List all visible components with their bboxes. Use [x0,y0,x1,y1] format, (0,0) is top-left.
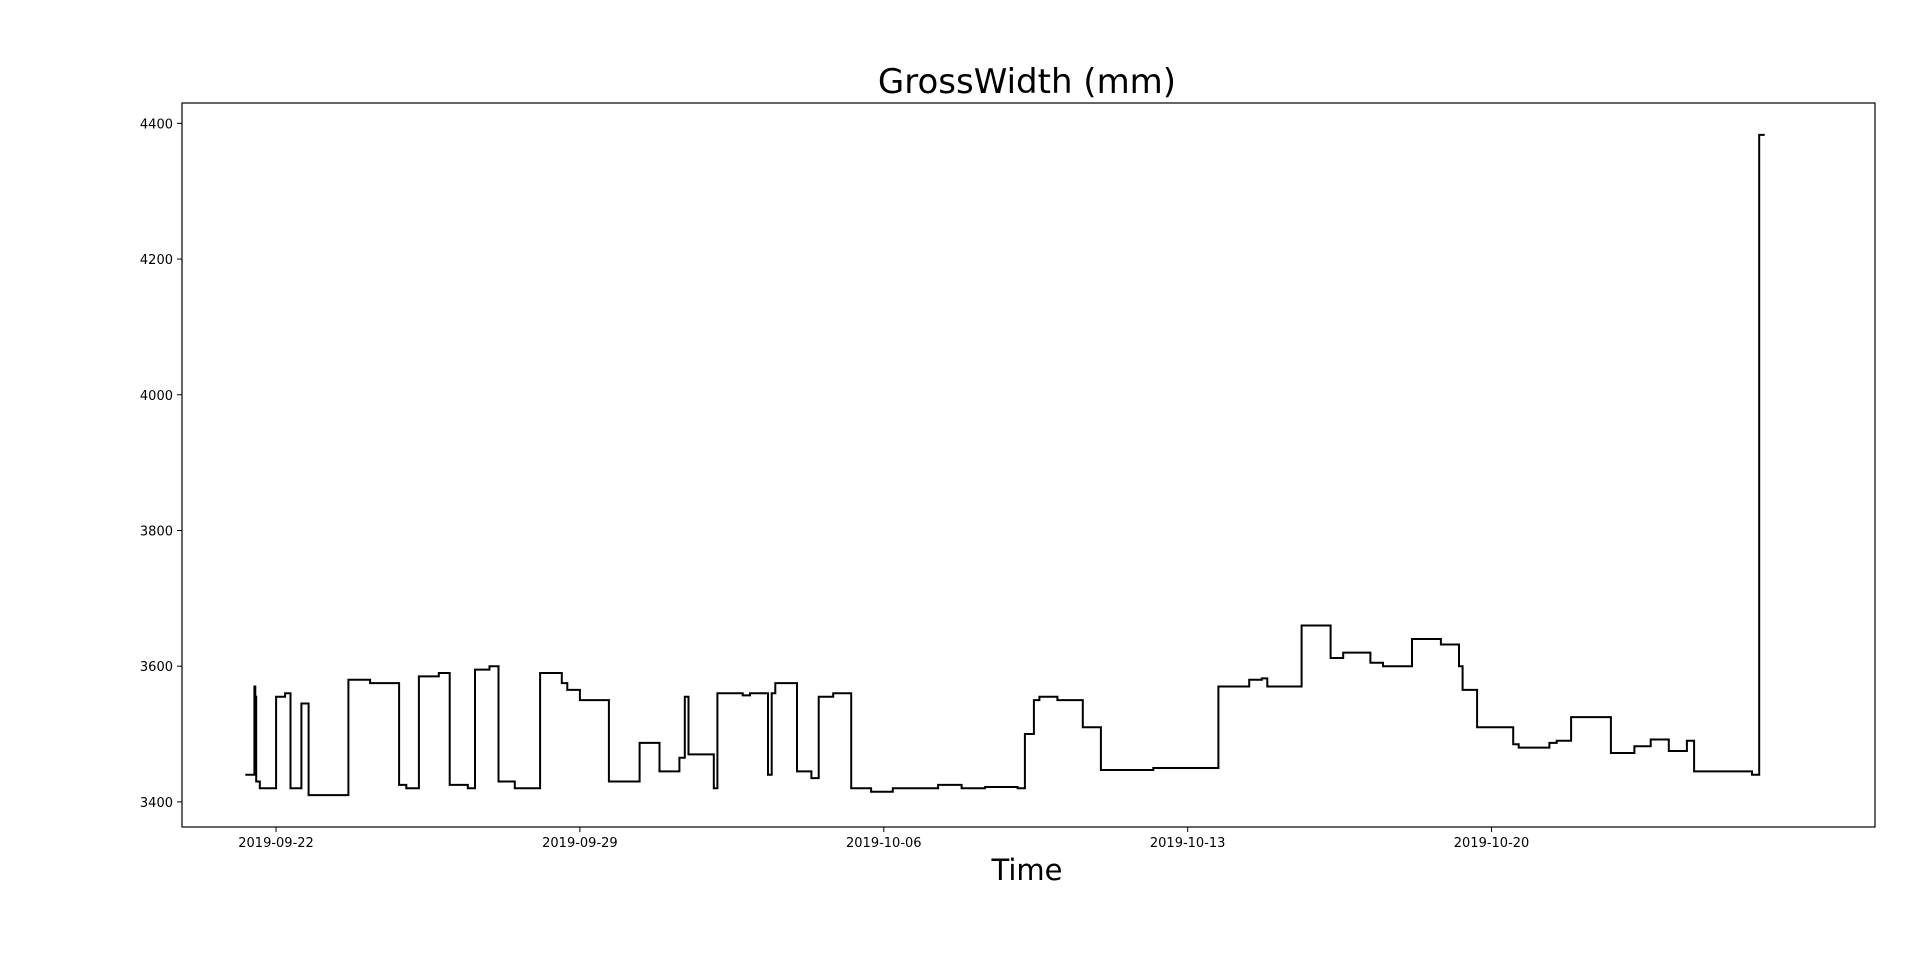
x-axis: 2019-09-22 2019-09-29 2019-10-06 2019-10-13… [238,827,1529,851]
y-tick-label: 4400 [140,117,173,132]
x-tick-label: 2019-10-20 [1454,836,1530,851]
y-axis: 3400 3600 3800 4000 4200 4400 [140,117,182,811]
plot-area-frame [181,102,1876,828]
y-tick-label: 3400 [140,796,173,811]
chart-title: GrossWidth (mm) [878,62,1176,102]
plot-layer [245,133,1765,797]
series-line [245,133,1765,797]
y-tick-label: 4200 [140,253,173,268]
x-tick-label: 2019-09-22 [238,836,314,851]
y-tick-label: 4000 [140,389,173,404]
x-tick-label: 2019-10-06 [846,836,922,851]
x-tick-label: 2019-10-13 [1150,836,1226,851]
y-tick-label: 3600 [140,660,173,675]
x-axis-label: Time [991,853,1063,887]
y-tick-label: 3800 [140,524,173,539]
x-tick-label: 2019-09-29 [542,836,618,851]
